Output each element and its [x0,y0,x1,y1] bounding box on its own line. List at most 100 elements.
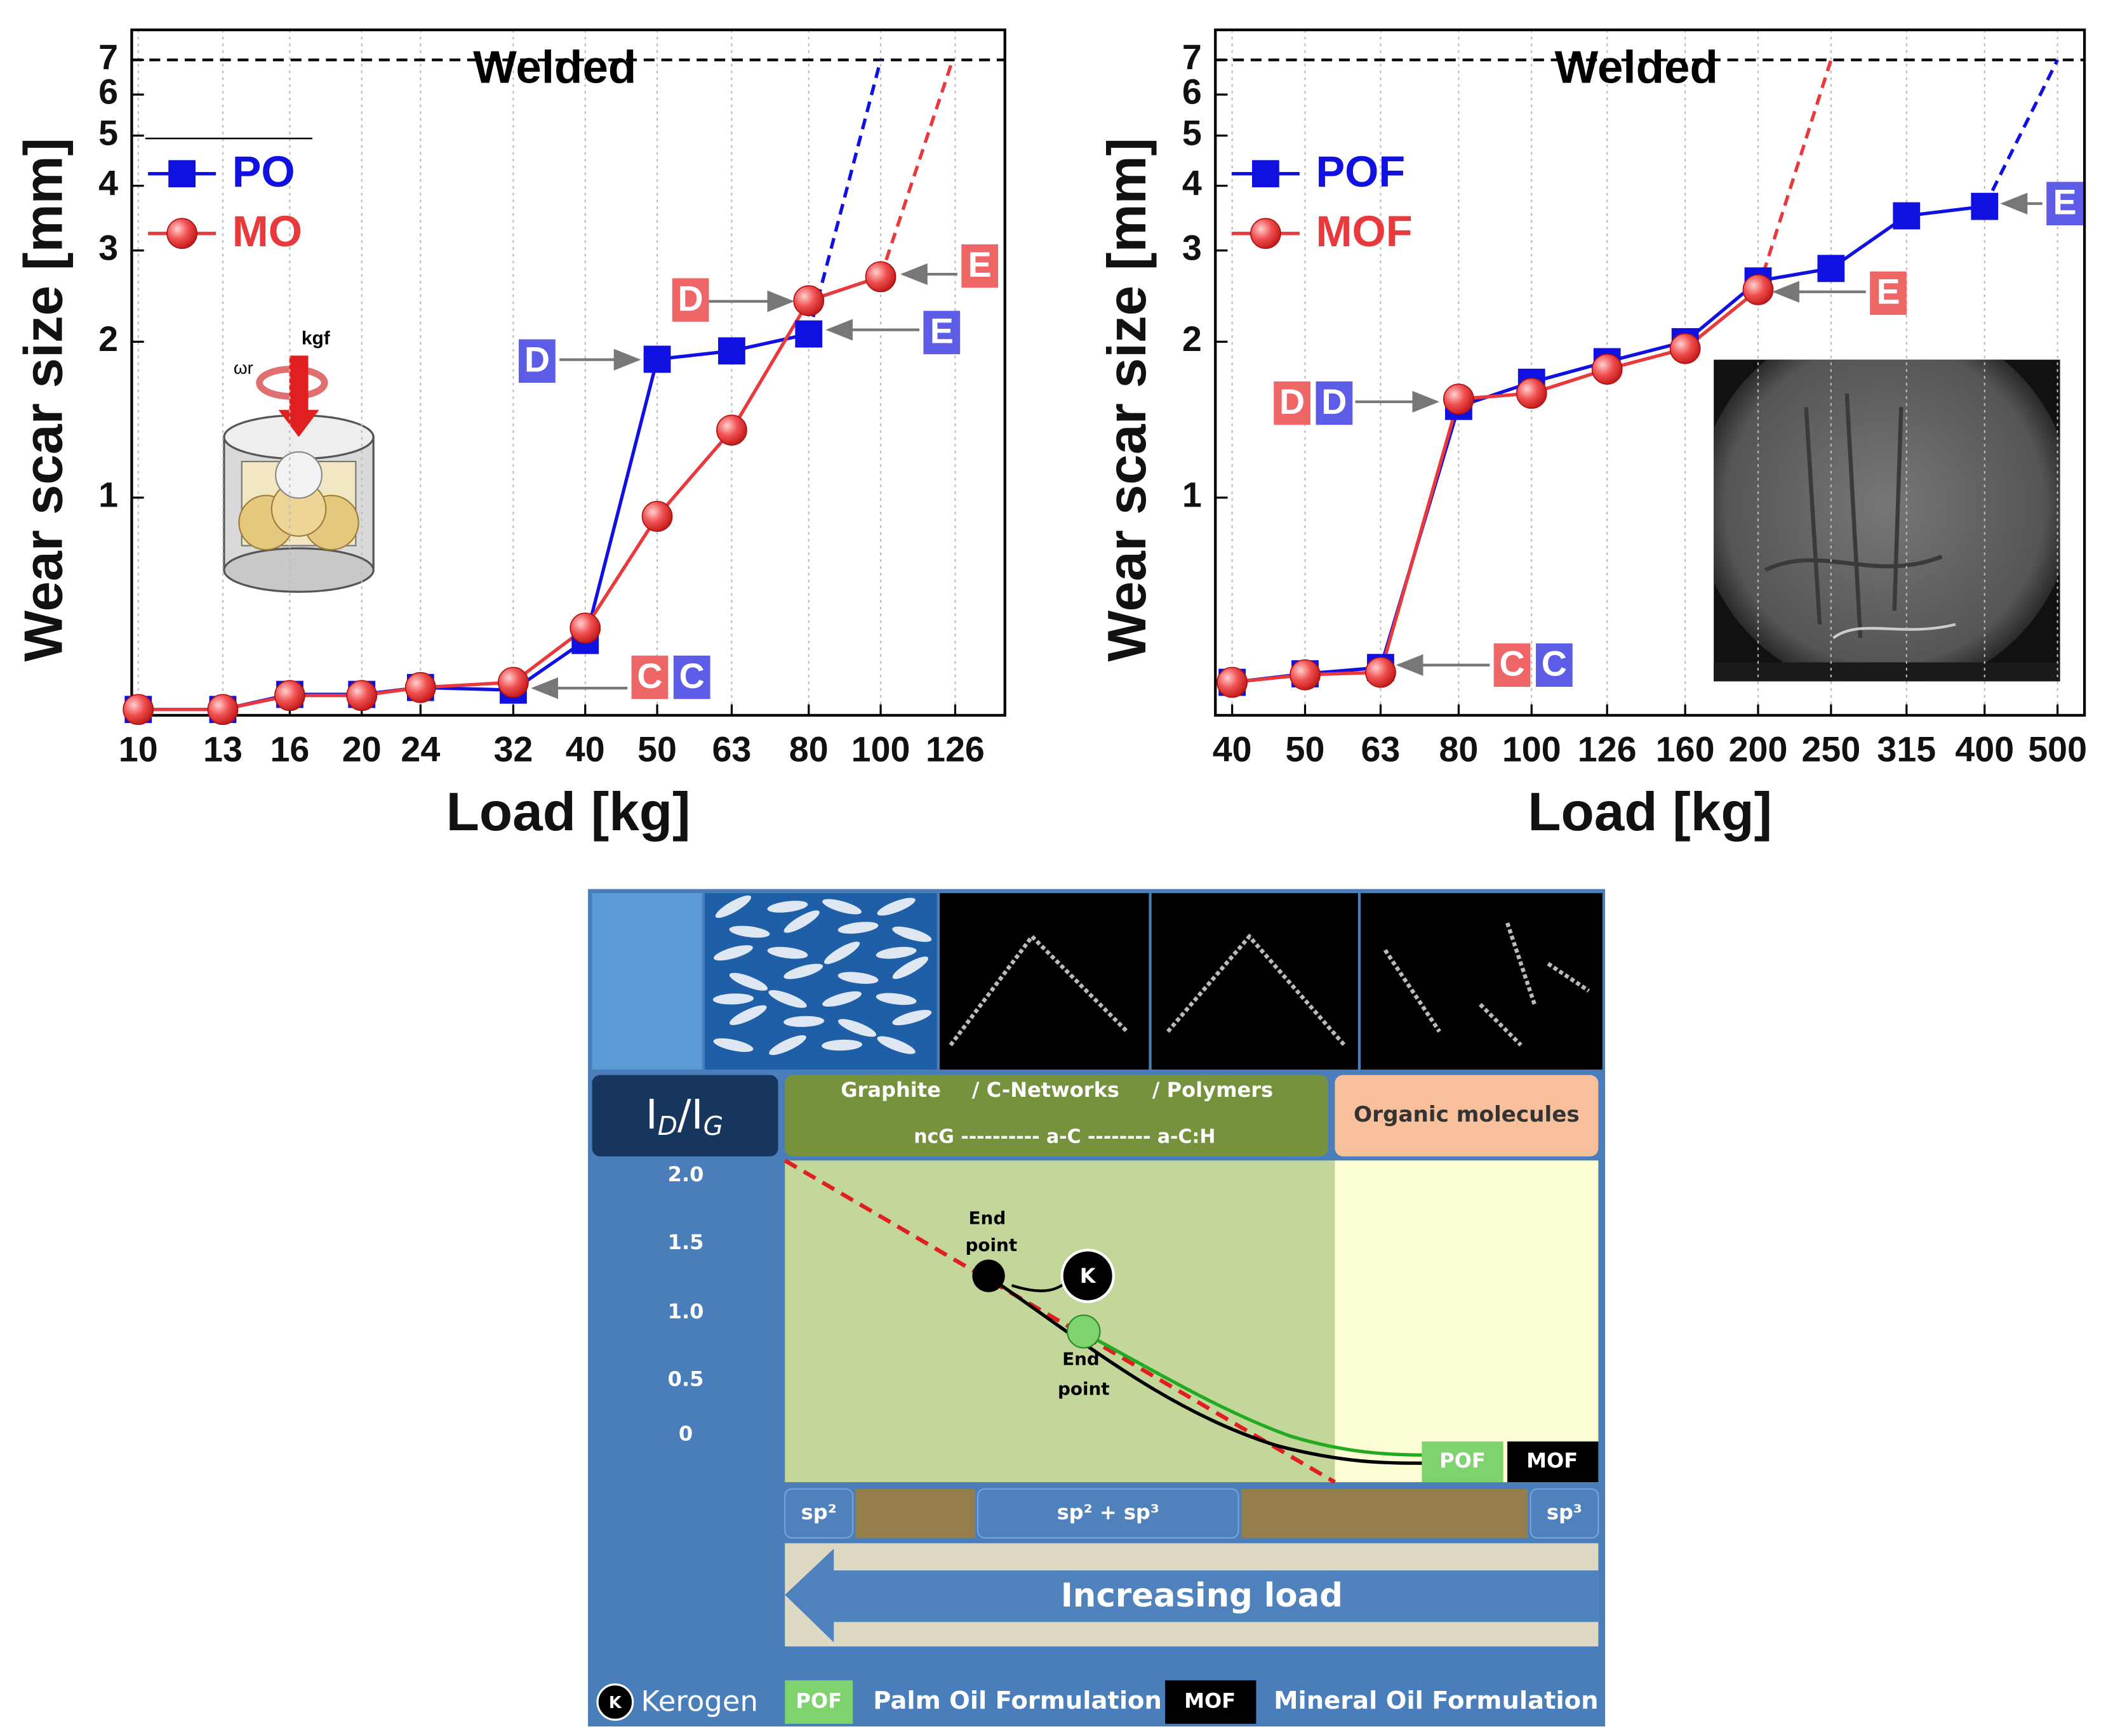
annotation-box [2046,182,2083,225]
graphene-sheet [892,957,928,979]
graphene-sheet [823,941,860,964]
label-part: /I [677,1090,703,1138]
plot-frame [130,28,1006,717]
data-point [1216,666,1248,698]
label-part: G [703,1111,723,1141]
annotation-box [961,244,999,288]
data-point [498,666,529,698]
molecule [949,933,1129,1047]
data-point [346,680,378,712]
data-point [570,613,601,644]
y-tick-label: 2 [98,319,118,359]
x-tick-label: 80 [1439,729,1478,769]
annotation-label: C [637,656,662,696]
inset-label: kgf [302,328,331,349]
sp-box [1530,1488,1599,1539]
y-label: 2.0 [668,1162,704,1186]
annotation-box [672,278,709,322]
welded-label: Welded [473,42,636,93]
type-label: ncG ---------- a-C -------- a-C:H [914,1125,1215,1148]
y-tick-label: 1 [1182,475,1202,515]
annotation-box [519,339,556,383]
x-tick-label: 16 [270,729,309,769]
x-tick-label: 80 [789,729,829,769]
annotation-label: D [678,279,703,318]
load-arrow [785,1548,1599,1643]
graphene-sheet [783,910,820,933]
y-tick-label: 7 [98,37,118,77]
kerogen-marker [1060,1249,1115,1303]
label-part: D [658,1111,677,1141]
x-tick-label: 63 [712,729,752,769]
y-tick-label: 5 [1182,113,1202,152]
graphene-sheet [769,1035,806,1056]
chart: 10 13 16 20 24 32 40 50 63 80 100 126 1 2 3 4 567 Welded L… [13,28,1006,842]
x-tick-label: 50 [637,729,677,769]
sp-label: sp² + sp³ [1057,1500,1159,1524]
y-axis-label: Wear scar size [mm] [13,138,74,662]
y-tick-label: 4 [1182,163,1202,202]
data-point [1893,202,1921,230]
data-point [1365,656,1396,688]
mof-label: MOF [1526,1448,1578,1473]
annotation-label: C [1499,644,1524,684]
annotation-box [673,655,710,699]
x-tick-label: 200 [1729,729,1788,769]
graphene-sheet [783,964,823,979]
pof-path [1085,1332,1426,1457]
graphene-sheet [713,1038,754,1052]
molecule-art [712,895,1590,1056]
x-tick-label: 40 [1213,729,1252,769]
end-point [972,1259,1005,1292]
id-ig-box [592,1075,778,1156]
data-point [1669,333,1701,364]
data-point [716,414,747,446]
organic-region [1335,1160,1599,1483]
x-tick-label: 40 [566,729,605,769]
molecule-image [1361,893,1603,1070]
sp-box [977,1488,1239,1539]
x-tick-label: 250 [1801,729,1860,769]
x-tick-label: 160 [1656,729,1715,769]
y-axis-label: Wear scar size [mm] [1097,138,1157,662]
x-tick-label: 315 [1877,729,1936,769]
mof-path [990,1277,1426,1465]
end-point [1067,1315,1101,1349]
organic-label: Organic molecules [1354,1102,1580,1127]
annotation-box [1536,643,1573,687]
data-point [404,672,436,703]
graphene-sheet [837,1019,877,1037]
annotation-label: D [524,340,550,380]
chart: 40 50 63 80 100 126 160 200 250 315 400 500 1 2 3 4 567 W… [1097,28,2087,842]
graphene-sheet [767,901,808,913]
x-tick-label: 400 [1955,729,2014,769]
legend-pof-symbol [785,1680,853,1724]
class-label: / C-Networks [972,1078,1119,1102]
x-tick-label: 13 [203,729,243,769]
annotation-label: D [1321,382,1347,421]
transition-band [1241,1488,1528,1538]
graphene-sheet [783,1016,825,1027]
carbon-header [785,1075,1328,1156]
kerogen-label: K [1080,1264,1096,1288]
sp-label: sp³ [1547,1500,1582,1524]
x-tick-label: 126 [926,729,985,769]
annotation-box [1493,643,1531,687]
end-point-label: End [969,1207,1006,1228]
welded-label: Welded [1555,42,1718,93]
legend-mof-symbol [1165,1680,1256,1724]
plot-frame [1214,28,2086,717]
graphene-sheet [892,926,932,942]
annotation-label: E [1876,272,1900,312]
y-label: 0.5 [668,1367,704,1391]
data-point [1817,255,1845,282]
molecule [1166,933,1346,1047]
y-tick-label: 1 [98,475,118,515]
graphene-sheet [877,1036,916,1054]
label-part: I [646,1090,658,1138]
organic-header [1335,1075,1599,1156]
legend-marker [166,218,197,249]
annotation-box [923,310,961,355]
